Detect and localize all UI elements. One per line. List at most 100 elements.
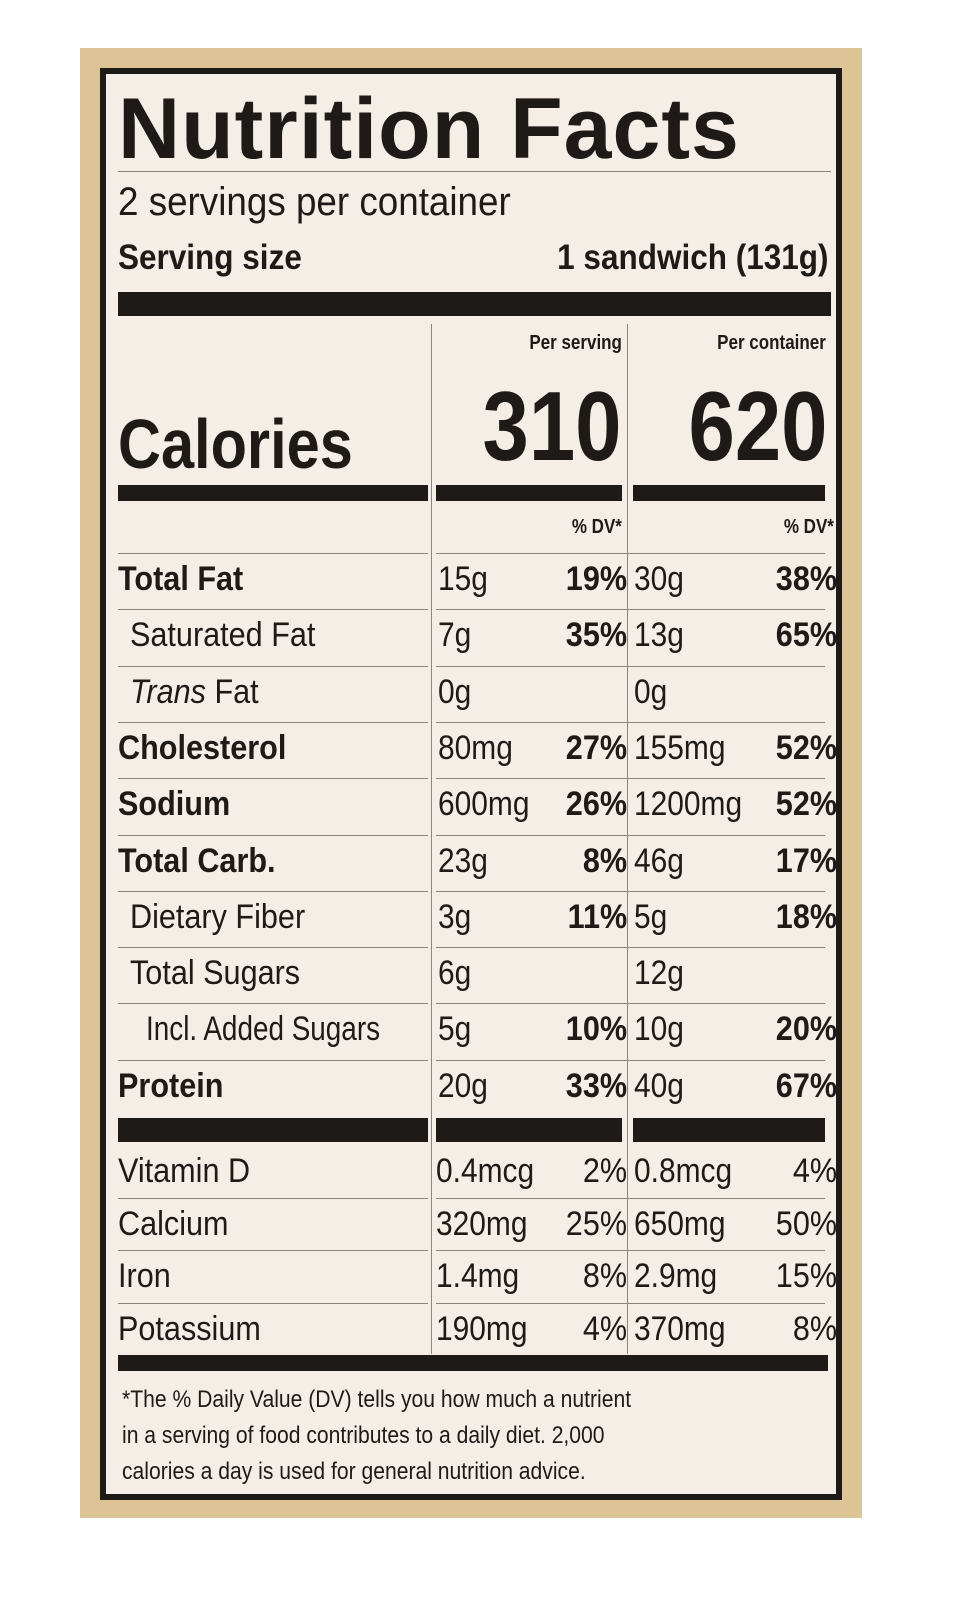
container-amount: 30g (634, 560, 684, 598)
footnote-line: *The % Daily Value (DV) tells you how mu… (122, 1386, 632, 1413)
serving-amount: 0g (438, 672, 472, 711)
container-amount: 13g (634, 616, 684, 655)
row-divider (118, 1302, 428, 1304)
row-divider (436, 1059, 825, 1061)
nutrition-facts-label: Nutrition Facts 2 servings per container… (100, 68, 842, 1500)
nutrient-name-italic: Trans (130, 672, 206, 711)
footnote-line: in a serving of food contributes to a da… (122, 1422, 605, 1449)
serving-amount: 0.4mcg (436, 1152, 535, 1190)
nutrient-name: Incl. Added Sugars (146, 1010, 381, 1049)
per-container-header: Per container (717, 332, 826, 354)
serving-dv: 10% (565, 1010, 627, 1049)
serving-amount: 80mg (438, 728, 513, 767)
container-dv: 8% (792, 1309, 837, 1348)
dv-header-container: % DV* (783, 516, 834, 538)
nutrient-name: Total Fat (118, 560, 244, 598)
divider (118, 171, 831, 172)
row-divider (436, 609, 825, 611)
row-divider (436, 553, 825, 554)
row-divider (436, 1197, 825, 1199)
label-title: Nutrition Facts (118, 81, 740, 177)
vitamin-name: Iron (118, 1257, 171, 1295)
serving-size-value: 1 sandwich (131g) (556, 238, 828, 277)
serving-amount: 320mg (436, 1204, 528, 1243)
row-divider (118, 778, 428, 780)
serving-amount: 5g (438, 1010, 472, 1049)
container-amount: 2.9mg (634, 1257, 718, 1295)
serving-amount: 600mg (438, 785, 530, 824)
row-divider (118, 1003, 428, 1005)
container-dv: 18% (775, 897, 837, 936)
container-dv: 52% (775, 728, 837, 767)
serving-dv: 27% (565, 728, 627, 767)
container-dv: 4% (792, 1152, 837, 1190)
serving-amount: 15g (438, 560, 488, 598)
container-amount: 155mg (634, 728, 726, 767)
container-dv: 38% (775, 560, 837, 598)
container-dv: 67% (775, 1066, 837, 1105)
row-divider (118, 1250, 428, 1251)
container-dv: 20% (775, 1010, 837, 1049)
container-amount: 5g (634, 897, 668, 936)
row-divider (118, 947, 428, 949)
row-divider (436, 1250, 825, 1251)
serving-dv: 8% (582, 841, 627, 880)
calories-per-serving: 310 (483, 371, 622, 481)
container-amount: 46g (634, 841, 684, 880)
medium-divider (118, 1355, 828, 1371)
serving-dv: 35% (565, 616, 627, 655)
thick-divider (118, 292, 831, 316)
serving-amount: 20g (438, 1066, 488, 1105)
container-amount: 0g (634, 672, 668, 711)
dv-header-serving: % DV* (571, 516, 622, 538)
container-amount: 40g (634, 1066, 684, 1105)
row-divider (118, 834, 428, 836)
nutrient-name: Total Carb. (118, 841, 276, 880)
nutrient-name: Total Sugars (130, 954, 301, 993)
row-divider (118, 665, 428, 667)
servings-per-container: 2 servings per container (118, 180, 511, 224)
row-divider (436, 1003, 825, 1005)
vitamin-name: Vitamin D (118, 1152, 251, 1190)
medium-divider (436, 485, 622, 501)
nutrient-name: Protein (118, 1066, 224, 1105)
container-dv: 52% (775, 785, 837, 824)
thick-divider (633, 1118, 825, 1142)
per-serving-header: Per serving (529, 332, 622, 354)
vitamin-name: Potassium (118, 1309, 261, 1348)
container-amount: 0.8mcg (634, 1152, 733, 1190)
row-divider (118, 1197, 428, 1199)
serving-dv: 33% (565, 1066, 627, 1105)
row-divider (436, 834, 825, 836)
container-amount: 650mg (634, 1204, 726, 1243)
container-dv: 17% (775, 841, 837, 880)
nutrient-name: Cholesterol (118, 728, 287, 767)
row-divider (436, 778, 825, 780)
row-divider (118, 721, 428, 723)
nutrient-name: Dietary Fiber (130, 897, 306, 936)
calories-label: Calories (118, 405, 353, 483)
row-divider (118, 890, 428, 892)
serving-dv: 26% (565, 785, 627, 824)
row-divider (436, 721, 825, 723)
serving-size-label: Serving size (118, 238, 302, 277)
column-divider (431, 324, 432, 1354)
thick-divider (118, 1118, 428, 1142)
row-divider (436, 890, 825, 892)
container-amount: 12g (634, 954, 684, 993)
serving-amount: 7g (438, 616, 472, 655)
calories-per-container: 620 (689, 371, 828, 481)
container-dv: 15% (775, 1257, 837, 1295)
row-divider (118, 1059, 428, 1061)
row-divider (436, 947, 825, 949)
row-divider (436, 665, 825, 667)
nutrient-name: Sodium (118, 785, 231, 824)
thick-divider (436, 1118, 622, 1142)
footnote-line: calories a day is used for general nutri… (122, 1458, 586, 1485)
serving-dv: 4% (582, 1309, 627, 1348)
nutrient-name: Saturated Fat (130, 616, 316, 655)
serving-amount: 1.4mg (436, 1257, 520, 1295)
row-divider (118, 553, 428, 554)
vitamin-name: Calcium (118, 1204, 229, 1243)
row-divider (118, 609, 428, 611)
